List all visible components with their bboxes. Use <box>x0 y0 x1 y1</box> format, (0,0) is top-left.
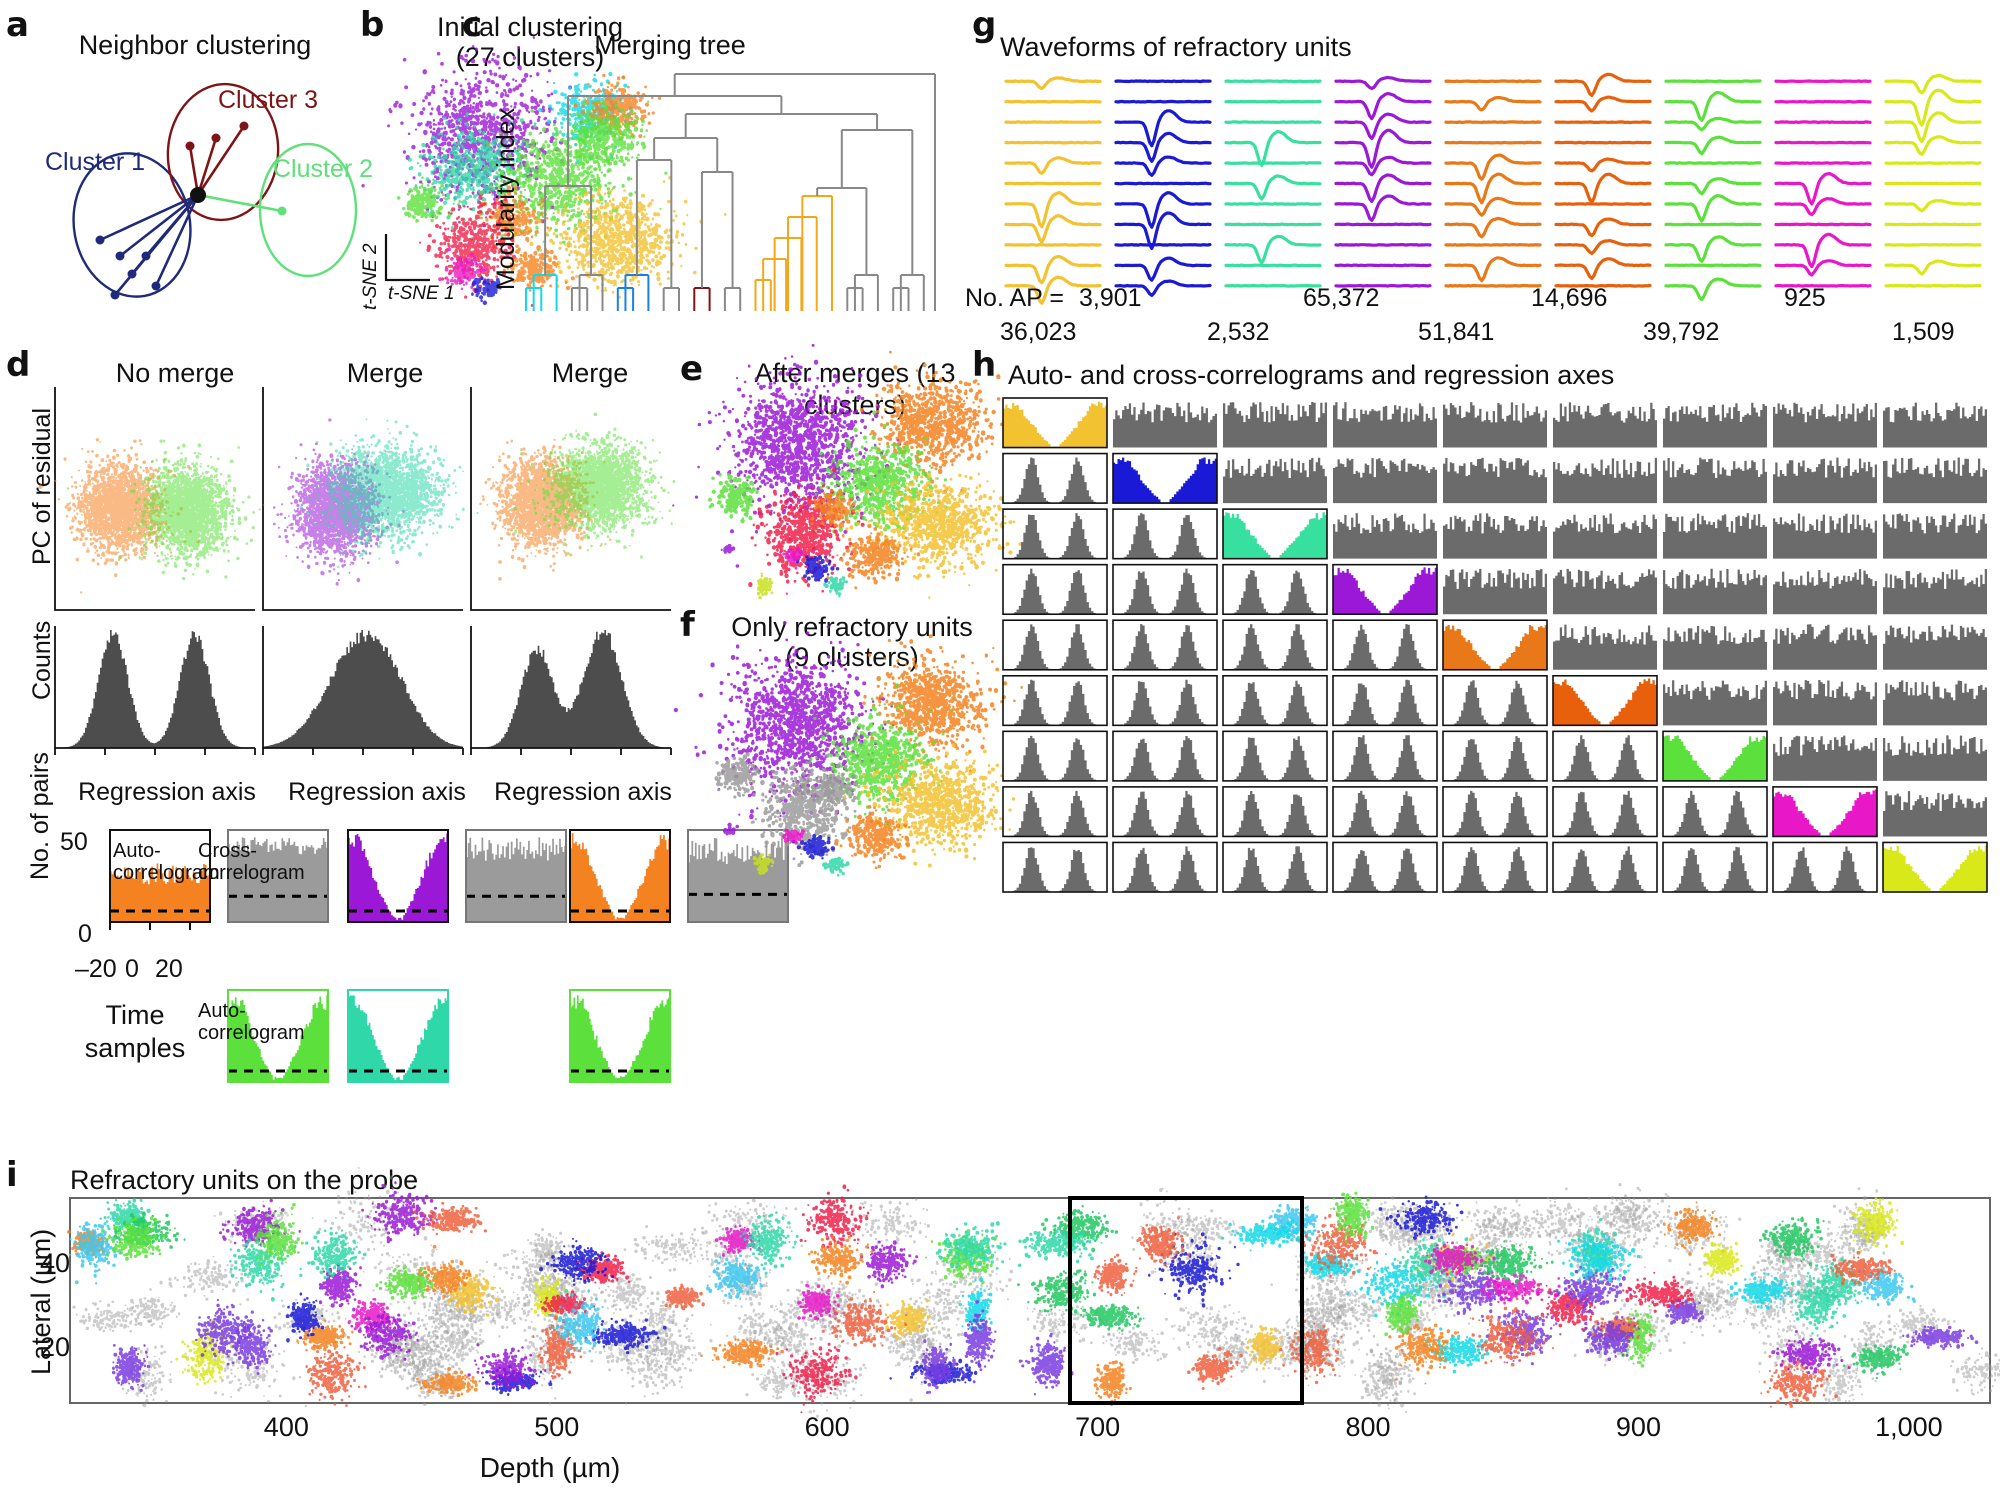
panel-b-yaxis-label: t-SNE 2 <box>360 243 381 310</box>
cluster2-ellipse <box>258 142 358 278</box>
panel-b-title-line1: Initial clustering <box>436 12 624 42</box>
panel-letter-e: e <box>680 349 704 389</box>
panel-g-ap-prefix: No. AP = <box>965 284 1064 312</box>
corr-label-cross-0-l1: Cross- <box>198 840 257 862</box>
cluster3-points <box>185 121 249 151</box>
panel-d-col-title-0: No merge <box>115 358 235 388</box>
panel-c-dendrogram <box>520 68 950 313</box>
cluster3-ellipse <box>166 82 280 222</box>
panel-i-xtick-800: 800 <box>1345 1412 1391 1442</box>
center-point <box>190 187 206 203</box>
corr-label-cross-0-l2: correlogram <box>198 862 305 884</box>
panel-b-axes-corner <box>372 230 432 300</box>
panel-d-xlabel-2: Regression axis <box>494 778 672 806</box>
panel-d-xlabel-bottom-1: Time <box>105 1000 165 1030</box>
panel-d-col-title-1: Merge <box>346 358 424 388</box>
panel-d-col-title-2: Merge <box>551 358 629 388</box>
panel-i-xtick-row: 400 500 600 700 800 900 1,000 <box>0 1412 2000 1448</box>
panel-i-xtick-400: 400 <box>263 1412 309 1442</box>
corr-label-auto-1-l2: correlogram <box>198 1022 305 1044</box>
cluster1-label: Cluster 1 <box>45 148 146 176</box>
panel-g-ap-count-r2-4: 1,509 <box>1892 318 1955 346</box>
panel-letter-i: i <box>6 1155 18 1195</box>
panel-letter-d: d <box>6 345 31 385</box>
corr-label-auto-1-l1: Auto- <box>198 1000 246 1022</box>
panel-i-ytick-40: 40 <box>40 1248 71 1278</box>
panel-g-ap-count-r1-0: 3,901 <box>1079 284 1142 312</box>
panel-g-ap-count-r2-3: 39,792 <box>1643 318 1720 346</box>
panel-g-ap-count-r1-3: 925 <box>1784 284 1826 312</box>
panel-g-waveforms <box>1000 70 1990 305</box>
panel-d-xtick--20: –20 <box>75 955 117 983</box>
panel-b-xaxis-label: t-SNE 1 <box>388 283 455 304</box>
panel-i-xlabel: Depth (µm) <box>479 1452 621 1483</box>
panel-d-xtick-0: 0 <box>125 955 139 983</box>
panel-letter-g: g <box>972 5 997 45</box>
panel-e-scatter <box>672 343 1025 617</box>
cluster2-point <box>277 206 287 216</box>
panel-d-scatters <box>38 385 676 620</box>
panel-i-probe-scatter <box>67 1167 2000 1419</box>
cluster2-edge <box>197 193 283 213</box>
panel-d-correlograms <box>100 820 789 1090</box>
panel-d-xlabel-1: Regression axis <box>288 778 466 806</box>
panel-letter-h: h <box>972 345 997 385</box>
panel-d-ytick-0: 0 <box>78 920 92 948</box>
panel-h-title: Auto- and cross-correlograms and regress… <box>1008 360 1615 390</box>
panel-i-xtick-600: 600 <box>804 1412 850 1442</box>
panel-a-diagram <box>20 60 370 320</box>
panel-b-title-line2: (27 clusters) <box>455 42 605 72</box>
cluster1-edges <box>99 193 200 296</box>
panel-letter-a: a <box>6 5 29 45</box>
panel-d-histograms <box>54 620 675 765</box>
panel-f-title-line1: Only refractory units <box>731 612 973 642</box>
cluster3-label: Cluster 3 <box>218 86 319 114</box>
panel-f-title-line2: (9 clusters) <box>785 642 919 672</box>
panel-f-scatter <box>673 621 1023 897</box>
panel-g-ap-count-r1-1: 65,372 <box>1303 284 1380 312</box>
panel-g-title: Waveforms of refractory units <box>1000 32 1352 62</box>
panel-d-ylabel-mid: Counts <box>28 620 56 700</box>
panel-i-xtick-1000: 1,000 <box>1875 1412 1943 1442</box>
panel-g-ap-count-r1-2: 14,696 <box>1531 284 1608 312</box>
corr-label-auto-0-l1: Auto- <box>113 840 161 862</box>
panel-d-ytick-50: 50 <box>60 828 88 856</box>
panel-c-title: Merging tree <box>594 30 746 60</box>
cluster3-edges <box>188 125 246 196</box>
cluster2-label: Cluster 2 <box>273 155 374 183</box>
panel-d-xlabel-bottom-2: samples <box>84 1033 186 1063</box>
panel-g-ap-count-r2-1: 2,532 <box>1207 318 1270 346</box>
corr-label-auto-0-l2: correlogram <box>113 862 220 884</box>
panel-d-xlabel-0: Regression axis <box>78 778 256 806</box>
panel-letter-c: c <box>462 5 483 45</box>
panel-i-xtick-700: 700 <box>1075 1412 1121 1442</box>
panel-d-ylabel-bottom: No. of pairs <box>26 752 54 880</box>
panel-h-correlogram-grid <box>1000 395 1990 895</box>
panel-letter-b: b <box>360 5 385 45</box>
panel-g-ap-count-r2-0: 36,023 <box>1000 318 1077 346</box>
panel-d-xtick-20: 20 <box>155 955 183 983</box>
panel-letter-f: f <box>680 605 695 645</box>
panel-c-ylabel: Modularity index <box>492 107 520 290</box>
panel-i-title: Refractory units on the probe <box>70 1165 419 1195</box>
panel-a-title: Neighbor clustering <box>78 30 312 60</box>
cluster1-points <box>95 235 161 300</box>
panel-i-ytick-20: 20 <box>40 1332 71 1362</box>
panel-i-xtick-900: 900 <box>1615 1412 1661 1442</box>
panel-g-ap-count-r2-2: 51,841 <box>1418 318 1495 346</box>
panel-i-xtick-500: 500 <box>534 1412 580 1442</box>
